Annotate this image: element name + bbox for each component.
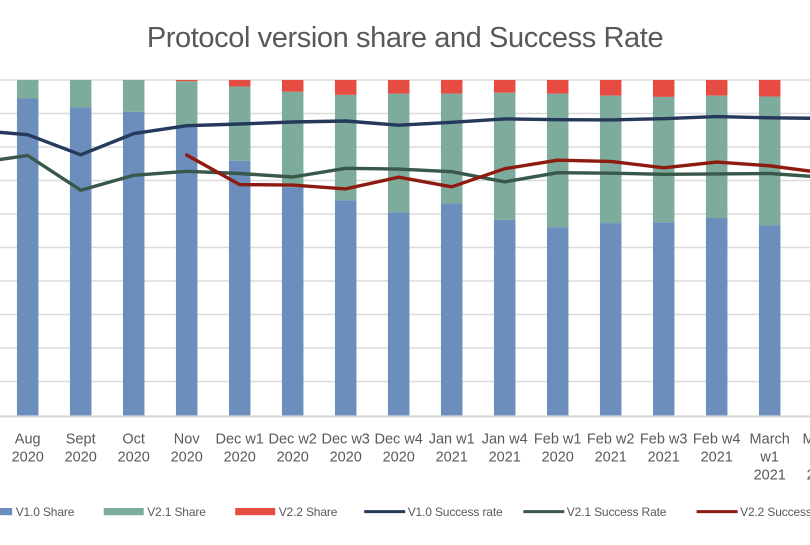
svg-text:Feb w1: Feb w1 bbox=[534, 432, 582, 448]
svg-text:Feb w4: Feb w4 bbox=[693, 432, 741, 448]
svg-text:2020: 2020 bbox=[542, 450, 574, 466]
svg-text:Jan w4: Jan w4 bbox=[482, 432, 528, 448]
svg-text:2021: 2021 bbox=[754, 468, 786, 484]
svg-text:Dec w1: Dec w1 bbox=[216, 432, 264, 448]
svg-text:V2.2 Share: V2.2 Share bbox=[279, 505, 338, 519]
svg-text:March: March bbox=[803, 432, 810, 448]
svg-text:2020: 2020 bbox=[65, 450, 97, 466]
svg-text:Oct: Oct bbox=[122, 432, 145, 448]
svg-text:Protocol version share and Suc: Protocol version share and Success Rate bbox=[147, 22, 663, 54]
svg-text:w1: w1 bbox=[759, 450, 779, 466]
svg-text:2020: 2020 bbox=[383, 450, 415, 466]
svg-text:V1.0 Success rate: V1.0 Success rate bbox=[408, 505, 503, 519]
svg-text:Dec w2: Dec w2 bbox=[269, 432, 317, 448]
svg-text:Feb w2: Feb w2 bbox=[587, 432, 635, 448]
svg-text:Nov: Nov bbox=[174, 432, 201, 448]
svg-text:Jan w1: Jan w1 bbox=[429, 432, 475, 448]
svg-text:2021: 2021 bbox=[595, 450, 627, 466]
svg-text:2020: 2020 bbox=[277, 450, 309, 466]
svg-text:2020: 2020 bbox=[224, 450, 256, 466]
svg-text:V2.1 Success Rate: V2.1 Success Rate bbox=[567, 505, 667, 519]
svg-text:2020: 2020 bbox=[118, 450, 150, 466]
svg-text:Dec w3: Dec w3 bbox=[322, 432, 370, 448]
svg-text:Feb w3: Feb w3 bbox=[640, 432, 688, 448]
svg-text:V1.0 Share: V1.0 Share bbox=[16, 505, 75, 519]
svg-text:2021: 2021 bbox=[701, 450, 733, 466]
svg-text:2021: 2021 bbox=[648, 450, 680, 466]
svg-text:Aug: Aug bbox=[15, 432, 41, 448]
svg-text:2020: 2020 bbox=[171, 450, 203, 466]
svg-text:Dec w4: Dec w4 bbox=[375, 432, 423, 448]
svg-text:V2.1 Share: V2.1 Share bbox=[147, 505, 206, 519]
svg-text:V2.2 Success rate: V2.2 Success rate bbox=[740, 505, 810, 519]
svg-text:2020: 2020 bbox=[12, 450, 44, 466]
svg-text:2020: 2020 bbox=[330, 450, 362, 466]
svg-text:Sept: Sept bbox=[66, 432, 96, 448]
svg-text:March: March bbox=[750, 432, 790, 448]
svg-text:2021: 2021 bbox=[807, 468, 810, 484]
svg-text:2021: 2021 bbox=[436, 450, 468, 466]
svg-text:2021: 2021 bbox=[489, 450, 521, 466]
